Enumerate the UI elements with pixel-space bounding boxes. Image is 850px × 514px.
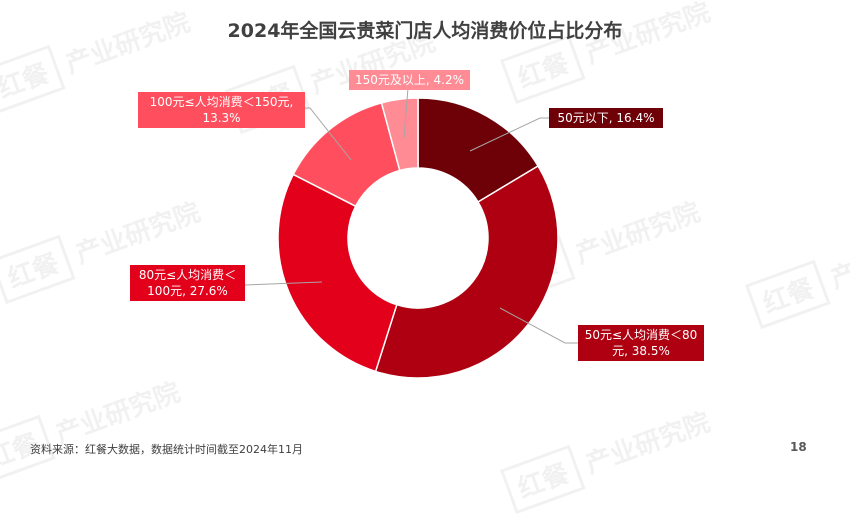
data-label-50-80: 50元≤人均消费＜80 元, 38.5%: [578, 325, 704, 361]
leader-line-4: [403, 87, 409, 139]
data-label-150-plus: 150元及以上, 4.2%: [349, 70, 470, 90]
data-label-under-50: 50元以下, 16.4%: [549, 108, 663, 128]
leader-line-0: [469, 117, 549, 152]
donut-slices: [277, 97, 559, 379]
page-number: 18: [790, 440, 807, 454]
leader-line-1: [499, 307, 578, 344]
data-label-80-100: 80元≤人均消费＜ 100元, 27.6%: [130, 265, 245, 301]
donut-slice: [374, 164, 559, 379]
donut-slice: [277, 173, 398, 373]
donut-chart: [244, 87, 578, 379]
leader-line-3: [305, 107, 352, 161]
chart-title: 2024年全国云贵菜门店人均消费价位占比分布: [227, 20, 623, 42]
source-note: 资料来源：红餐大数据，数据统计时间截至2024年11月: [30, 443, 303, 456]
leader-line-2: [244, 281, 323, 286]
leader-lines: [244, 87, 578, 344]
donut-slice: [380, 97, 419, 172]
data-label-100-150: 100元≤人均消费＜150元, 13.3%: [138, 92, 305, 128]
